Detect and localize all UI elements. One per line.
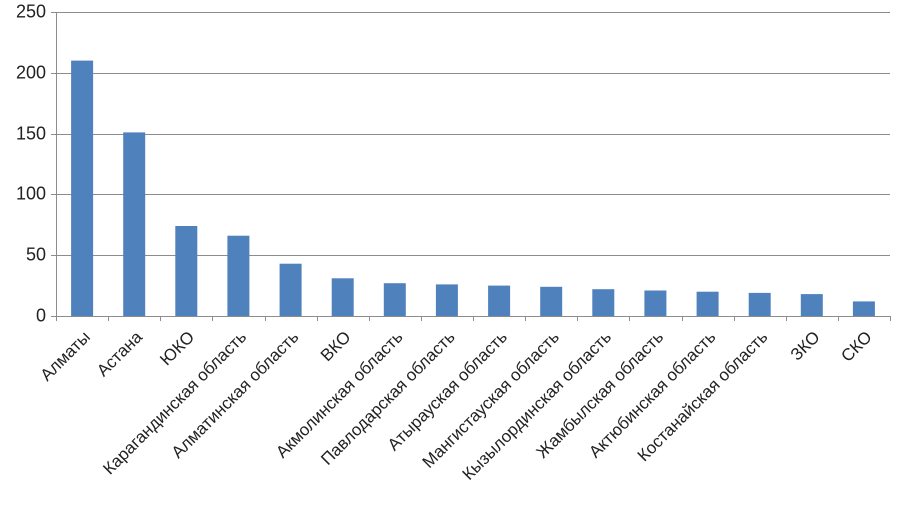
bar [331,278,354,316]
bars [71,60,875,316]
gridlines [56,12,890,256]
y-tick-label: 100 [16,183,46,203]
bar [644,290,667,316]
x-tick-label: ВКО [317,327,355,365]
x-tick-label: Астана [93,327,146,380]
bar [748,292,771,316]
bar [592,289,615,316]
y-tick-label: 50 [26,244,46,264]
x-tick-label: ЗКО [787,327,824,364]
x-tick-label: СКО [837,327,875,365]
bar [696,291,719,316]
bar [800,294,823,316]
y-tick-labels: 0 50 100 150 200 250 [16,1,46,325]
bar [488,285,511,316]
y-tick-label: 0 [36,305,46,325]
bar [71,60,94,316]
bar [175,226,198,316]
bar [123,132,146,316]
y-tick-label: 150 [16,123,46,143]
y-tick-label: 200 [16,62,46,82]
bar [540,286,563,316]
bar [383,283,406,316]
x-tick-label: ЮКО [156,327,198,369]
bar [227,235,250,316]
y-tick-label: 250 [16,1,46,21]
bar [279,263,302,316]
bar [852,301,875,316]
bar [435,284,458,316]
axes [51,12,891,321]
x-tick-label: Алматы [37,327,94,384]
